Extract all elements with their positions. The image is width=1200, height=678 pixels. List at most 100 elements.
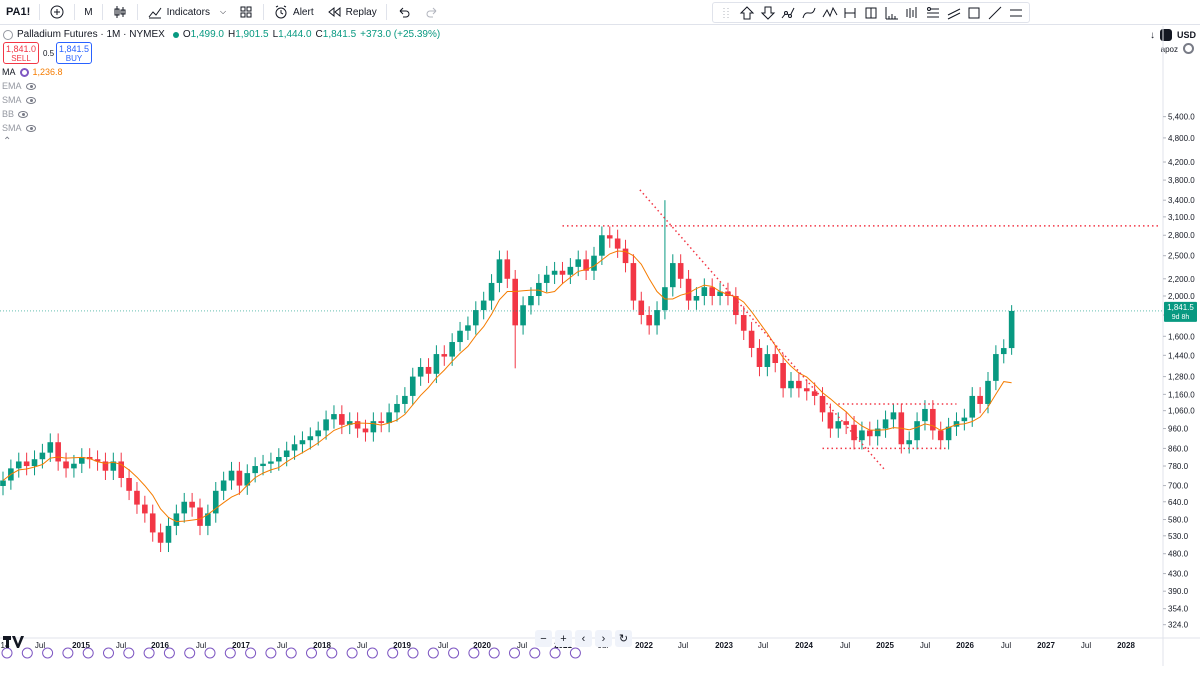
eye-icon[interactable] bbox=[25, 82, 36, 90]
event-marker-icon bbox=[1, 647, 13, 659]
indicator-sma-2[interactable]: SMA bbox=[2, 123, 36, 133]
arrow-up-icon[interactable] bbox=[738, 4, 756, 22]
candle-body bbox=[79, 457, 85, 464]
scroll-right-button[interactable]: › bbox=[595, 630, 612, 647]
sell-button[interactable]: 1,841.0 SELL bbox=[3, 42, 39, 64]
interval-button[interactable]: M bbox=[78, 0, 98, 25]
indicator-ma[interactable]: MA 1,236.8 bbox=[2, 67, 63, 77]
rectangle-icon[interactable] bbox=[965, 4, 983, 22]
candle-body bbox=[685, 278, 692, 301]
arrow-down-icon[interactable] bbox=[759, 4, 777, 22]
trend-line-icon[interactable] bbox=[986, 4, 1004, 22]
currency-label[interactable]: USD bbox=[1176, 30, 1196, 40]
indicator-bb[interactable]: BB bbox=[2, 109, 29, 119]
candle-body bbox=[614, 238, 621, 249]
compare-button[interactable] bbox=[43, 0, 71, 25]
candle-body bbox=[835, 421, 842, 429]
scale-mode-label[interactable]: apoz bbox=[1160, 45, 1178, 54]
candle-body bbox=[307, 436, 314, 441]
gear-icon[interactable] bbox=[1183, 43, 1194, 54]
toolbar-divider bbox=[263, 4, 265, 20]
event-marker-icon bbox=[387, 647, 399, 659]
time-tick-label: Jul bbox=[678, 641, 688, 650]
candle-body bbox=[331, 414, 337, 420]
time-tick-label: Jul bbox=[277, 641, 287, 650]
candle-body bbox=[788, 380, 794, 389]
reset-chart-button[interactable]: ↻ bbox=[615, 630, 632, 647]
drag-handle-icon[interactable] bbox=[717, 4, 735, 22]
price-tick-label: 4,200.0 bbox=[1168, 158, 1195, 167]
undo-button[interactable] bbox=[390, 0, 418, 25]
event-marker-icon bbox=[265, 647, 277, 659]
candle-body bbox=[189, 501, 195, 508]
candle-body bbox=[433, 354, 440, 374]
candle-body bbox=[299, 440, 306, 445]
zoom-out-button[interactable]: − bbox=[535, 630, 552, 647]
price-tick-label: 700.0 bbox=[1168, 482, 1189, 491]
eye-icon[interactable] bbox=[25, 124, 36, 132]
templates-button[interactable] bbox=[232, 0, 260, 25]
eye-icon[interactable] bbox=[18, 110, 29, 118]
redo-button[interactable] bbox=[418, 0, 446, 25]
arrow-down-icon[interactable]: ↓ bbox=[1149, 29, 1155, 41]
ruler-icon[interactable] bbox=[883, 4, 901, 22]
settings-icon[interactable] bbox=[19, 67, 29, 77]
event-marker-icon bbox=[306, 647, 317, 659]
symbol-logo-icon bbox=[3, 29, 13, 40]
candle-body bbox=[409, 376, 416, 396]
candle-body bbox=[977, 395, 983, 404]
rewind-icon bbox=[327, 6, 341, 18]
buy-button[interactable]: 1,841.5 BUY bbox=[56, 42, 92, 64]
price-tick-label: 860.0 bbox=[1168, 444, 1189, 453]
tradingview-logo-icon[interactable] bbox=[3, 636, 24, 648]
fib-icon[interactable] bbox=[924, 4, 942, 22]
candle-body bbox=[819, 395, 826, 413]
indicators-button[interactable]: Indicators ⌵ bbox=[141, 0, 232, 25]
candle-body bbox=[961, 417, 968, 422]
curve-icon[interactable] bbox=[800, 4, 818, 22]
alert-button[interactable]: Alert bbox=[267, 0, 320, 25]
candle-body bbox=[417, 366, 424, 377]
price-range-icon[interactable] bbox=[862, 4, 880, 22]
spread-value: 0.5 bbox=[43, 49, 55, 58]
candle-body bbox=[1008, 310, 1015, 349]
event-marker-icon bbox=[509, 647, 520, 659]
price-chart[interactable]: 5,400.0 4,800.0 4,200.0 3,800.0 3,400.0 3,100… bbox=[0, 26, 1200, 666]
collapse-legend-button[interactable]: ⌃ bbox=[3, 136, 11, 147]
date-range-icon[interactable] bbox=[841, 4, 859, 22]
indicator-bb-name: BB bbox=[2, 109, 15, 119]
scroll-left-button[interactable]: ‹ bbox=[575, 630, 592, 647]
candle-body bbox=[843, 421, 849, 425]
price-tick-label: 2,000.0 bbox=[1168, 292, 1195, 301]
candle-body bbox=[796, 380, 802, 389]
candle-body bbox=[244, 473, 251, 486]
event-marker-icon bbox=[163, 647, 175, 659]
symbol-search[interactable]: PA1! bbox=[0, 0, 36, 25]
series-legend: Palladium Futures · 1M · NYMEX O1,499.0 … bbox=[3, 29, 440, 40]
eye-icon[interactable] bbox=[25, 96, 36, 104]
time-tick-label: Jul bbox=[438, 641, 448, 650]
candle-body bbox=[827, 412, 834, 429]
candle-body bbox=[94, 459, 101, 462]
horizontal-lines-icon[interactable] bbox=[1007, 4, 1025, 22]
legend-title[interactable]: Palladium Futures · 1M · NYMEX bbox=[17, 29, 165, 40]
chart-type-button[interactable] bbox=[106, 0, 134, 25]
indicator-ema[interactable]: EMA bbox=[2, 81, 36, 91]
polyline-icon[interactable] bbox=[821, 4, 839, 22]
candle-body bbox=[717, 291, 723, 296]
candle-body bbox=[969, 395, 976, 418]
moving-average-line bbox=[2, 250, 1012, 523]
candle-body bbox=[0, 480, 6, 486]
event-marker-icon bbox=[245, 647, 257, 659]
candle-body bbox=[441, 354, 448, 357]
zoom-in-button[interactable]: + bbox=[555, 630, 572, 647]
bars-pattern-icon[interactable] bbox=[903, 4, 921, 22]
candle-body bbox=[118, 461, 124, 478]
parallel-channel-icon[interactable] bbox=[945, 4, 963, 22]
path-icon[interactable] bbox=[779, 4, 797, 22]
replay-button[interactable]: Replay bbox=[320, 0, 383, 25]
candle-body bbox=[47, 442, 54, 453]
indicator-sma[interactable]: SMA bbox=[2, 95, 36, 105]
candle-body bbox=[606, 235, 613, 239]
price-tick-label: 580.0 bbox=[1168, 516, 1189, 525]
